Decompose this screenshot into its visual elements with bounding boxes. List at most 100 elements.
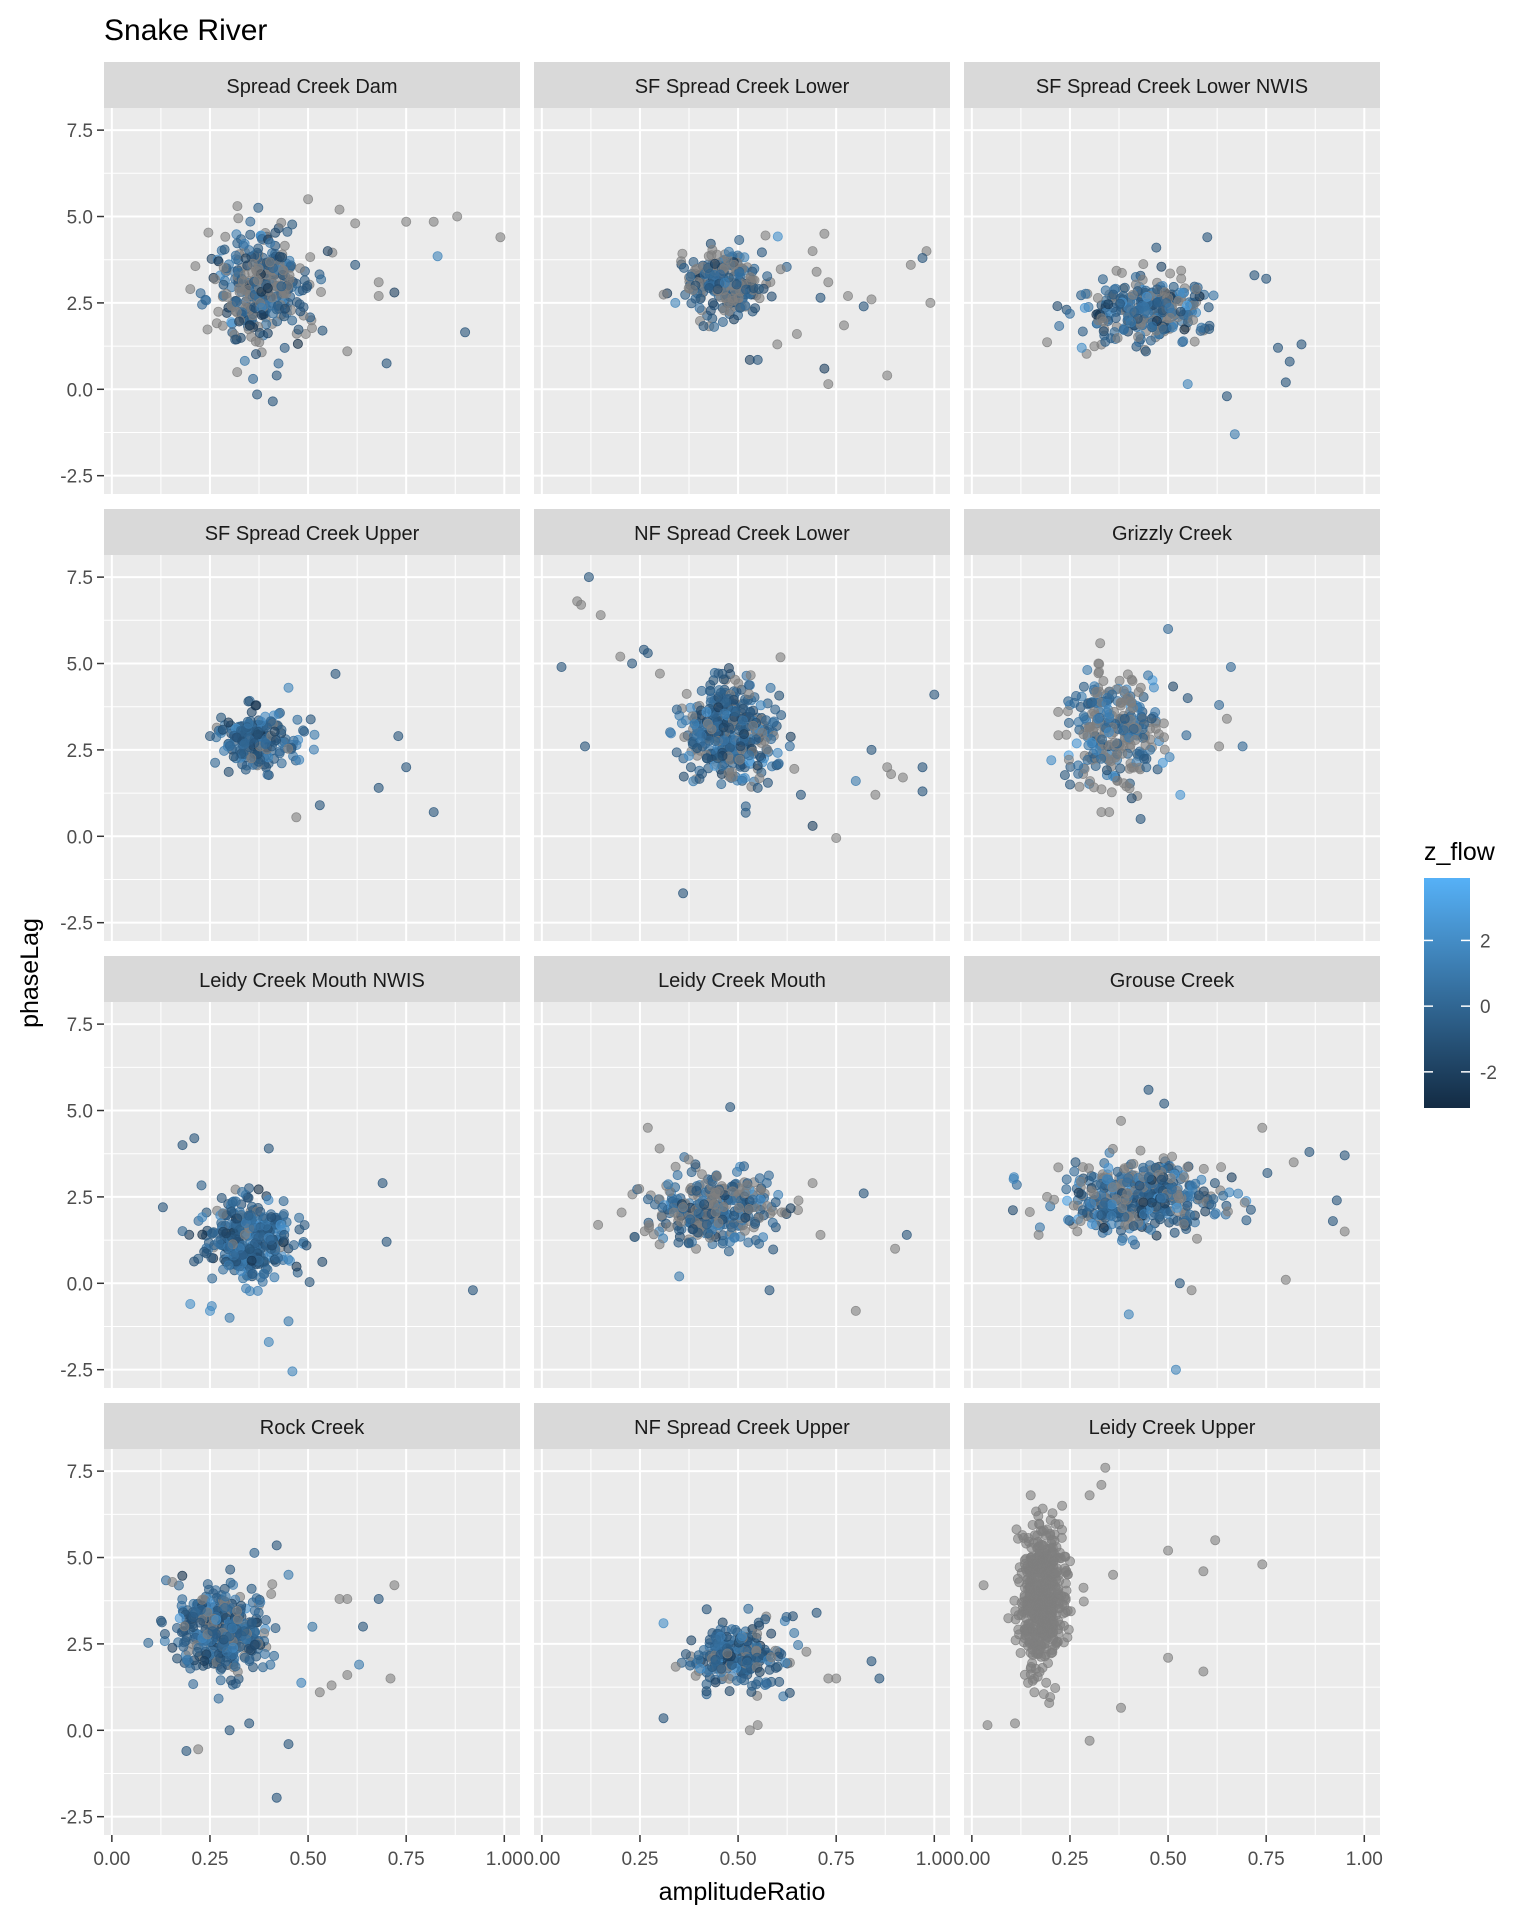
cluster-point: [1182, 1162, 1193, 1173]
cluster-point: [227, 1623, 238, 1634]
cluster-point: [172, 1653, 183, 1664]
cluster-point: [1173, 295, 1184, 306]
data-point: [1186, 1285, 1197, 1296]
cluster-point: [1070, 1157, 1081, 1168]
cluster-point: [294, 1224, 305, 1235]
y-tick-label: 0.0: [67, 827, 93, 848]
y-tick-label: 7.5: [67, 121, 93, 142]
cluster-point: [223, 717, 234, 728]
cluster-point: [249, 1639, 260, 1650]
cluster-point: [724, 1686, 735, 1697]
cluster-point: [785, 1203, 796, 1214]
cluster-point: [1037, 1662, 1048, 1673]
cluster-point: [1177, 337, 1188, 348]
cluster-point: [754, 1667, 765, 1678]
cluster-point: [287, 219, 298, 230]
cluster-point: [740, 1212, 751, 1223]
x-tick-label: 0.00: [523, 1849, 560, 1870]
cluster-point: [1037, 1547, 1048, 1558]
data-point: [1151, 242, 1162, 253]
data-point: [342, 346, 353, 357]
cluster-point: [1128, 724, 1139, 735]
panel-background: [104, 1002, 520, 1388]
cluster-point: [695, 1663, 706, 1674]
data-point: [701, 1604, 712, 1615]
data-point: [1033, 1229, 1044, 1240]
facet-panels: Spread Creek Dam-2.50.02.55.07.5 SF Sprea…: [60, 62, 1383, 1870]
cluster-point: [754, 1238, 765, 1249]
data-point: [811, 266, 822, 277]
data-point: [204, 731, 215, 742]
data-point: [925, 297, 936, 308]
data-point: [1331, 1195, 1342, 1206]
cluster-point: [1104, 712, 1115, 723]
cluster-point: [276, 281, 287, 292]
cluster-point: [696, 685, 707, 696]
y-tick-label: 7.5: [67, 1462, 93, 1483]
cluster-point: [1136, 712, 1147, 723]
cluster-point: [252, 1285, 263, 1296]
cluster-point: [238, 749, 249, 760]
cluster-point: [1016, 1610, 1027, 1621]
cluster-point: [643, 1194, 654, 1205]
cluster-point: [1096, 784, 1107, 795]
data-point: [1104, 807, 1115, 818]
data-point: [917, 762, 928, 773]
cluster-point: [1019, 1596, 1030, 1607]
cluster-point: [259, 1649, 270, 1660]
cluster-point: [244, 1244, 255, 1255]
cluster-point: [1181, 730, 1192, 741]
cluster-point: [727, 771, 738, 782]
data-point: [831, 833, 842, 844]
data-point: [1100, 1462, 1111, 1473]
cluster-point: [801, 1646, 812, 1657]
cluster-point: [678, 771, 689, 782]
cluster-point: [785, 731, 796, 742]
cluster-point: [1166, 1184, 1177, 1195]
cluster-point: [1060, 1607, 1071, 1618]
cluster-point: [304, 1277, 315, 1288]
cluster-point: [1143, 670, 1154, 681]
x-tick-label: 1.00: [1346, 1849, 1383, 1870]
cluster-point: [683, 1154, 694, 1165]
cluster-point: [1118, 778, 1129, 789]
cluster-point: [765, 682, 776, 693]
cluster-point: [676, 718, 687, 729]
cluster-point: [244, 245, 255, 256]
cluster-point: [693, 1208, 704, 1219]
facet-panel: SF Spread Creek Lower NWIS: [964, 62, 1380, 494]
cluster-point: [658, 289, 669, 300]
cluster-point: [1027, 1520, 1038, 1531]
cluster-point: [1047, 1595, 1058, 1606]
data-point: [978, 1580, 989, 1591]
cluster-point: [1103, 1163, 1114, 1174]
cluster-point: [262, 769, 273, 780]
cluster-point: [1167, 322, 1178, 333]
cluster-point: [752, 760, 763, 771]
facet-panel: Spread Creek Dam -2.5 0.0 2.5 5.0 7.5: [60, 62, 520, 494]
cluster-point: [679, 262, 690, 273]
data-point: [1163, 624, 1174, 635]
cluster-point: [737, 1631, 748, 1642]
cluster-point: [1077, 1205, 1088, 1216]
cluster-point: [691, 1185, 702, 1196]
cluster-point: [719, 277, 730, 288]
cluster-point: [1222, 1206, 1233, 1217]
data-point: [866, 294, 877, 305]
cluster-point: [1168, 681, 1179, 692]
cluster-point: [654, 1239, 665, 1250]
cluster-point: [266, 1589, 277, 1600]
y-tick-label: 0.0: [67, 380, 93, 401]
cluster-point: [685, 1214, 696, 1225]
cluster-point: [1193, 1190, 1204, 1201]
cluster-point: [301, 1240, 312, 1251]
cluster-point: [1128, 1221, 1139, 1232]
data-point: [811, 1607, 822, 1618]
facet-strip: [104, 509, 520, 555]
data-point: [1174, 1278, 1185, 1289]
data-point: [752, 1720, 763, 1731]
cluster-point: [197, 1229, 208, 1240]
cluster-point: [1031, 1630, 1042, 1641]
cluster-point: [789, 1628, 800, 1639]
cluster-point: [1174, 1193, 1185, 1204]
